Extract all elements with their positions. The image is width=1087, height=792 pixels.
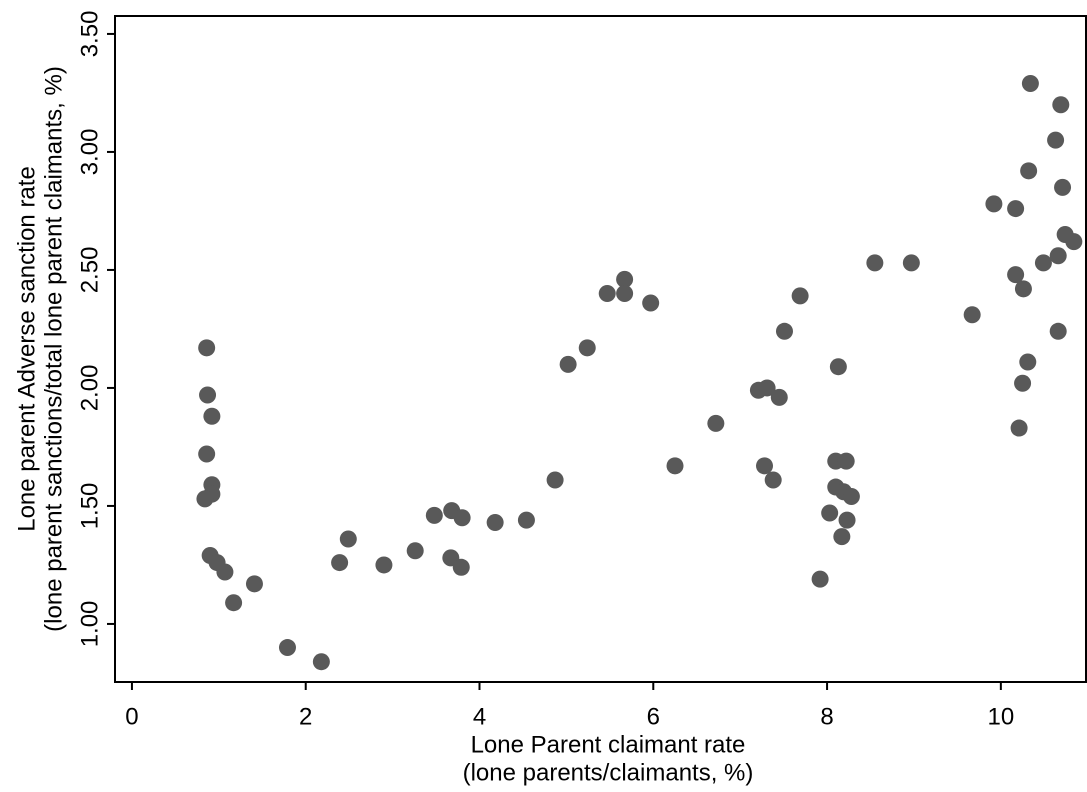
y-tick-label: 1.50 bbox=[76, 483, 103, 530]
point bbox=[838, 511, 856, 529]
x-tick-label: 2 bbox=[299, 703, 312, 730]
point bbox=[985, 195, 1003, 213]
x-tick-label: 10 bbox=[987, 703, 1014, 730]
point bbox=[278, 639, 296, 657]
point bbox=[642, 294, 660, 312]
point bbox=[1021, 74, 1039, 92]
point bbox=[1020, 162, 1038, 180]
point bbox=[707, 414, 725, 432]
point bbox=[198, 339, 216, 357]
y-tick-label: 1.00 bbox=[76, 601, 103, 648]
point bbox=[837, 452, 855, 470]
point bbox=[770, 388, 788, 406]
y-tick-label: 3.00 bbox=[76, 129, 103, 176]
point bbox=[546, 471, 564, 489]
point bbox=[216, 563, 234, 581]
point bbox=[758, 379, 776, 397]
y-axis-title: (lone parent sanctions/total lone parent… bbox=[40, 66, 67, 632]
point bbox=[829, 358, 847, 376]
point bbox=[1054, 178, 1072, 196]
point bbox=[517, 511, 535, 529]
point bbox=[1019, 353, 1037, 371]
point bbox=[1007, 200, 1025, 218]
point bbox=[833, 528, 851, 546]
point bbox=[616, 285, 634, 303]
x-axis-title: Lone Parent claimant rate bbox=[471, 731, 746, 758]
point bbox=[1047, 131, 1065, 149]
point bbox=[821, 504, 839, 522]
point bbox=[425, 506, 443, 524]
plot-frame bbox=[114, 15, 1087, 683]
point bbox=[312, 653, 330, 671]
point bbox=[866, 254, 884, 272]
point bbox=[375, 556, 393, 574]
point bbox=[1007, 266, 1025, 284]
point bbox=[1010, 419, 1028, 437]
y-tick-label: 2.50 bbox=[76, 247, 103, 294]
point bbox=[963, 306, 981, 324]
point bbox=[559, 355, 577, 373]
point bbox=[406, 542, 424, 560]
point bbox=[811, 570, 829, 588]
point bbox=[842, 488, 860, 506]
point bbox=[225, 594, 243, 612]
point bbox=[1049, 247, 1067, 265]
point bbox=[199, 386, 217, 404]
point bbox=[598, 285, 616, 303]
point bbox=[756, 457, 774, 475]
point bbox=[666, 457, 684, 475]
point bbox=[196, 490, 214, 508]
point bbox=[791, 287, 809, 305]
point bbox=[578, 339, 596, 357]
point bbox=[616, 270, 634, 288]
point bbox=[775, 322, 793, 340]
point bbox=[902, 254, 920, 272]
x-axis-title: (lone parents/claimants, %) bbox=[463, 759, 754, 786]
point bbox=[1065, 233, 1083, 251]
point bbox=[198, 445, 216, 463]
point bbox=[1052, 96, 1070, 114]
point bbox=[245, 575, 263, 593]
y-axis-title: Lone parent Adverse sanction rate bbox=[13, 166, 40, 532]
point bbox=[203, 407, 221, 425]
point bbox=[1034, 254, 1052, 272]
x-tick-label: 4 bbox=[473, 703, 486, 730]
x-tick-label: 0 bbox=[125, 703, 138, 730]
point bbox=[1014, 374, 1032, 392]
point bbox=[453, 509, 471, 527]
point bbox=[764, 471, 782, 489]
point bbox=[1014, 280, 1032, 298]
point bbox=[1049, 322, 1067, 340]
point bbox=[452, 558, 470, 576]
point bbox=[486, 513, 504, 531]
x-tick-label: 8 bbox=[820, 703, 833, 730]
y-tick-label: 2.00 bbox=[76, 365, 103, 412]
y-tick-label: 3.50 bbox=[76, 11, 103, 58]
point bbox=[339, 530, 357, 548]
x-tick-label: 6 bbox=[647, 703, 660, 730]
point bbox=[331, 554, 349, 572]
